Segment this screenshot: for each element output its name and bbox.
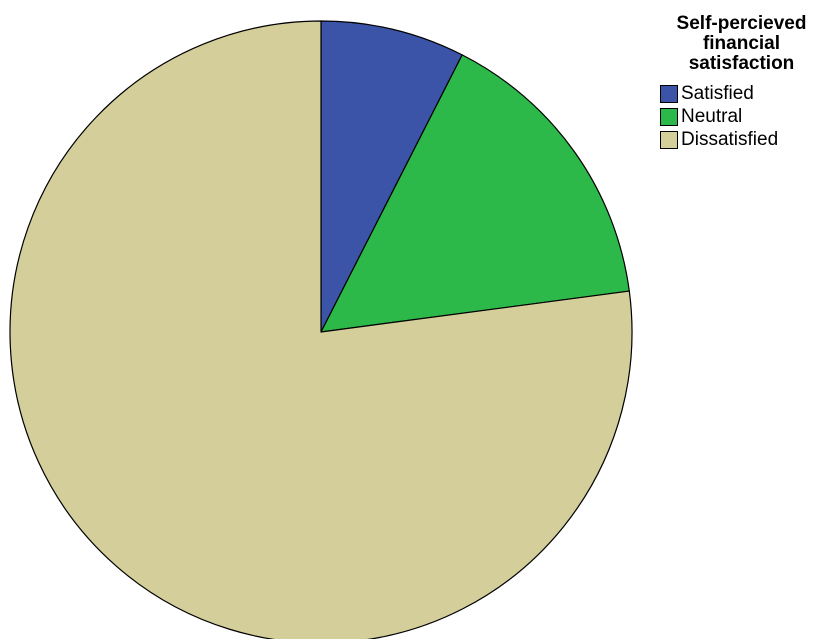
pie-slice-dissatisfied [9,20,633,639]
legend-swatch-dissatisfied [660,130,678,149]
legend: Self-percieved financial satisfaction Sa… [648,14,835,151]
legend-item-satisfied: Satisfied [660,82,835,105]
legend-title: Self-percieved financial satisfaction [676,13,807,74]
legend-label: Dissatisfied [681,128,779,150]
pie-slice-neutral [320,54,630,333]
legend-label: Neutral [681,105,743,127]
legend-item-dissatisfied: Dissatisfied [660,128,835,151]
legend-items: Satisfied Neutral Dissatisfied [648,82,835,151]
legend-item-neutral: Neutral [660,105,835,128]
legend-swatch-neutral [660,107,678,126]
legend-label: Satisfied [681,82,754,104]
pie-slice-satisfied [320,20,463,333]
legend-swatch-satisfied [660,84,678,103]
